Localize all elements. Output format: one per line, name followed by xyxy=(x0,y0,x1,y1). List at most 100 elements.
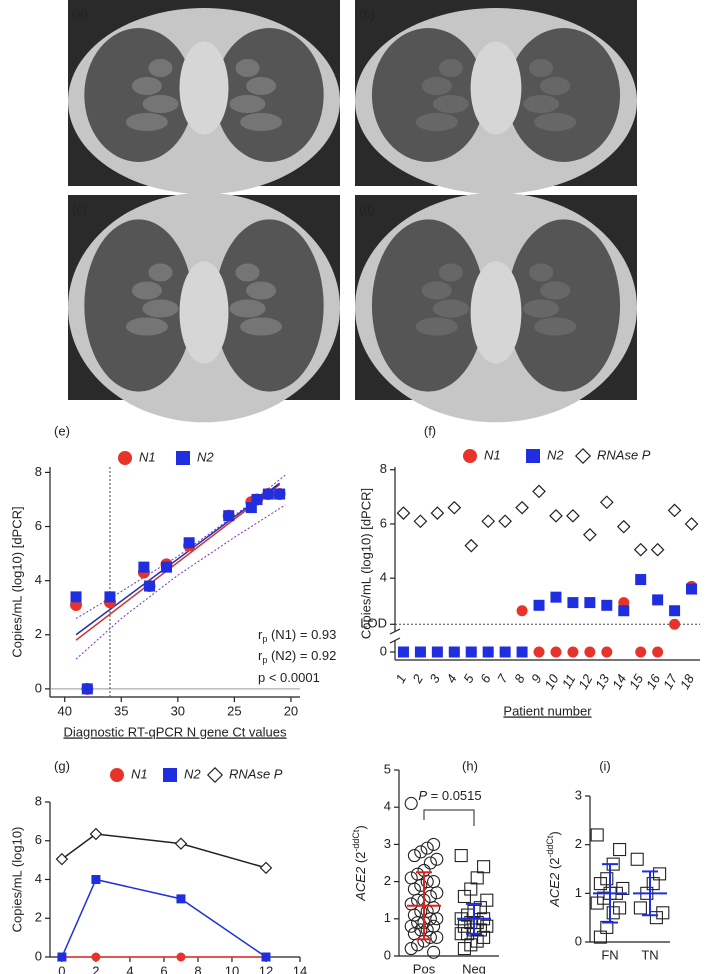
ct-mediastinum xyxy=(179,261,229,364)
x-tick-label: 0 xyxy=(58,963,65,974)
ct-mediastinum xyxy=(470,261,522,364)
point xyxy=(684,517,699,531)
text-part: (2 xyxy=(353,852,368,867)
point xyxy=(650,542,665,557)
point xyxy=(144,580,156,592)
point xyxy=(532,484,546,499)
point xyxy=(481,514,496,529)
point xyxy=(465,646,477,658)
point xyxy=(176,894,186,904)
ct-opacity xyxy=(148,263,173,282)
legend-label: RNAse P xyxy=(597,447,651,462)
point xyxy=(91,875,101,884)
point xyxy=(91,952,101,962)
ct-opacity xyxy=(540,281,571,300)
x-tick-label: 4 xyxy=(126,963,133,974)
ct-opacity xyxy=(534,317,577,336)
legend-marker xyxy=(110,768,124,782)
point xyxy=(499,646,511,658)
x-tick-label: 30 xyxy=(171,703,185,718)
text-part: = 0.0515 xyxy=(427,788,482,803)
ct-opacity xyxy=(240,317,283,336)
point xyxy=(259,861,273,875)
point xyxy=(515,500,529,515)
ct-opacity xyxy=(235,263,260,282)
annotation: rp (N1) = 0.93 xyxy=(258,627,336,644)
ct-lung xyxy=(507,219,621,392)
point xyxy=(397,646,409,658)
annotation: rp (N2) = 0.92 xyxy=(258,648,336,665)
ct-opacity xyxy=(142,95,179,113)
x-tick-label: 11 xyxy=(559,672,579,691)
text-part: (2 xyxy=(547,858,562,873)
ct-opacity xyxy=(523,299,560,318)
point xyxy=(404,919,418,933)
point xyxy=(593,930,607,944)
x-tick-label: TN xyxy=(641,947,658,962)
point xyxy=(635,646,647,658)
x-tick-label: Neg xyxy=(462,961,486,974)
point xyxy=(606,906,620,920)
point xyxy=(70,591,82,603)
panel-label: (e) xyxy=(54,423,70,438)
legend-label: N1 xyxy=(484,447,501,462)
panel-label: (f) xyxy=(424,423,436,438)
point xyxy=(430,506,445,520)
ct-opacity xyxy=(415,317,458,336)
x-tick-label: 6 xyxy=(477,671,494,685)
point xyxy=(447,500,462,515)
text-part: p < 0.0001 xyxy=(258,670,320,685)
text-part: p xyxy=(262,655,267,665)
point xyxy=(583,527,597,542)
point xyxy=(567,646,579,658)
legend-label: N2 xyxy=(184,766,201,781)
ct-opacity xyxy=(142,299,179,318)
panel-label: (h) xyxy=(462,758,478,773)
point xyxy=(550,591,562,603)
ct-opacity xyxy=(229,95,266,113)
y-tick-label: 2 xyxy=(35,910,42,925)
y-tick-label: 0 xyxy=(384,947,391,962)
legend-marker xyxy=(574,447,592,465)
ct-mediastinum xyxy=(179,41,229,135)
point xyxy=(667,503,682,518)
x-tick-label: 18 xyxy=(677,671,698,692)
point xyxy=(566,508,580,523)
point xyxy=(420,841,434,855)
point xyxy=(652,594,664,606)
y-tick-label: 0 xyxy=(380,643,387,658)
text-part: P xyxy=(418,788,427,803)
text-part: -ddCt xyxy=(545,835,555,858)
point xyxy=(57,952,67,962)
ct-lung xyxy=(214,28,324,162)
point xyxy=(423,856,437,870)
point xyxy=(430,930,444,944)
point xyxy=(183,537,195,549)
y-tick-label: 4 xyxy=(380,570,387,585)
point xyxy=(590,896,604,910)
point xyxy=(104,591,116,603)
x-tick-label: 5 xyxy=(460,671,477,685)
point xyxy=(613,842,627,857)
point xyxy=(431,646,443,658)
y-axis-label: ACE2 (2-ddCt) xyxy=(351,825,368,902)
point xyxy=(464,538,479,553)
text-part: -ddCt xyxy=(351,829,361,852)
point xyxy=(516,605,528,617)
text-part: r xyxy=(258,627,263,642)
y-tick-label: 8 xyxy=(380,461,387,476)
series-line xyxy=(61,833,267,869)
point xyxy=(404,942,418,956)
point xyxy=(630,852,644,866)
ct-opacity xyxy=(432,299,469,318)
y-tick-label: 2 xyxy=(35,626,42,641)
axis-break xyxy=(389,637,401,644)
y-tick-label: 6 xyxy=(380,515,387,530)
x-tick-label: 14 xyxy=(293,963,307,974)
point xyxy=(498,514,512,529)
legend-label: N2 xyxy=(197,449,214,464)
x-tick-label: 10 xyxy=(225,963,239,974)
ct-opacity xyxy=(240,113,283,131)
legend-marker xyxy=(526,449,540,463)
ct-opacity xyxy=(415,113,458,131)
